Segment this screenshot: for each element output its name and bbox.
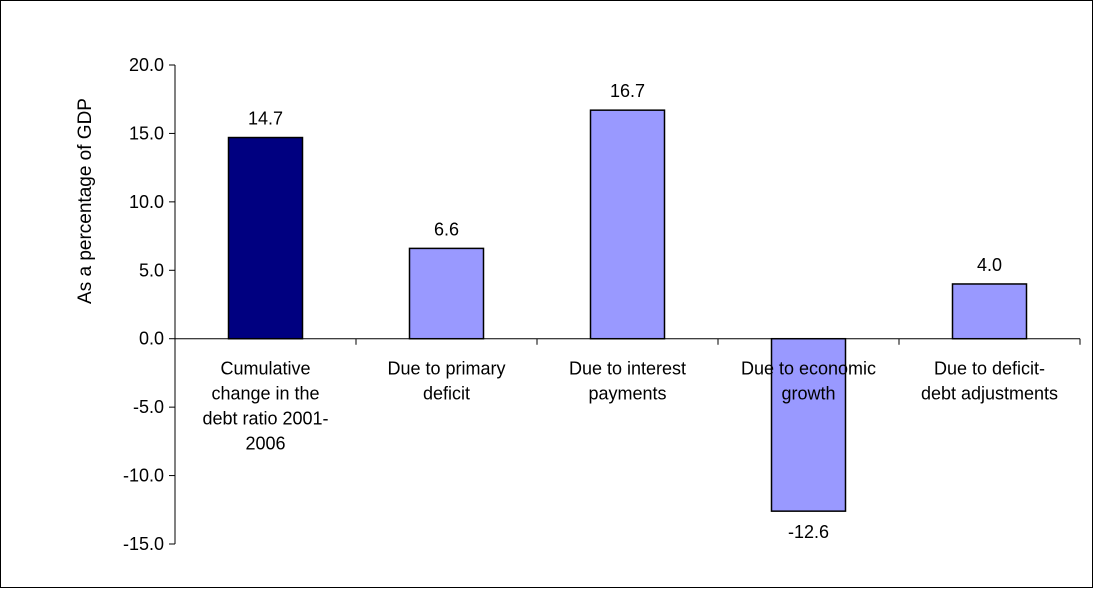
- data-label: 16.7: [610, 81, 645, 101]
- x-category-label: Due to economic growth: [741, 359, 876, 404]
- x-category-label-line: change in the: [211, 384, 319, 404]
- x-category-label-line: Due to economic: [741, 359, 876, 379]
- bars: [227, 109, 1028, 512]
- x-category-label-line: 2006: [245, 434, 285, 454]
- x-category-label-line: Cumulative: [220, 359, 310, 379]
- y-tick-label: -10.0: [123, 466, 164, 486]
- y-tick-label: 15.0: [129, 123, 164, 143]
- data-label: 4.0: [977, 255, 1002, 275]
- x-category-label-line: Due to primary: [387, 359, 505, 379]
- x-category-label-line: Due to interest: [569, 359, 686, 379]
- bar: [951, 283, 1028, 340]
- labels: 14.7 6.6 16.7 -12.6 4.0 Cumulative change in t…: [202, 81, 1058, 542]
- x-category-label: Due to primary deficit: [387, 359, 505, 404]
- data-label: -12.6: [788, 522, 829, 542]
- x-category-label-line: deficit: [423, 384, 470, 404]
- data-label: 14.7: [248, 109, 283, 129]
- data-label: 6.6: [434, 219, 459, 239]
- x-category-label-line: payments: [588, 384, 666, 404]
- bar: [589, 109, 666, 340]
- y-tick-label: -15.0: [123, 534, 164, 554]
- x-category-label: Due to deficit-debt adjustments: [921, 359, 1058, 404]
- bar: [227, 136, 304, 340]
- x-category-label-line: growth: [781, 384, 835, 404]
- y-tick-label: 20.0: [129, 55, 164, 75]
- bar: [770, 337, 847, 512]
- bar: [408, 247, 485, 340]
- y-tick-label: 0.0: [139, 329, 164, 349]
- y-tick-label: -5.0: [133, 397, 164, 417]
- y-tick-label: 10.0: [129, 192, 164, 212]
- x-category-label-line: debt ratio 2001-: [202, 409, 328, 429]
- x-category-label: Cumulative change in the debt ratio 2001- 2…: [202, 359, 328, 454]
- x-category-label: Due to interest payments: [569, 359, 686, 404]
- y-axis-title: As a percentage of GDP: [75, 98, 96, 304]
- x-category-label-line: Due to deficit-: [934, 359, 1045, 379]
- x-category-label-line: debt adjustments: [921, 384, 1058, 404]
- y-tick-label: 5.0: [139, 260, 164, 280]
